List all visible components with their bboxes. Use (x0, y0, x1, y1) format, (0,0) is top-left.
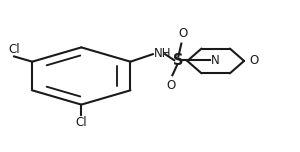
Text: S: S (173, 53, 184, 68)
Text: N: N (211, 54, 220, 67)
Text: NH: NH (154, 47, 172, 60)
Text: O: O (249, 54, 259, 67)
Text: Cl: Cl (76, 116, 87, 129)
Text: O: O (166, 79, 176, 92)
Text: Cl: Cl (8, 43, 20, 56)
Text: O: O (178, 27, 188, 40)
